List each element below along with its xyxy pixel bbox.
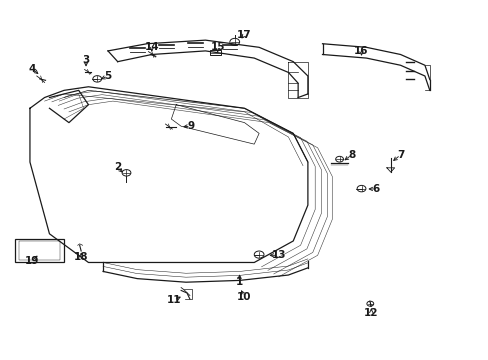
Text: 17: 17 bbox=[237, 30, 251, 40]
Text: 7: 7 bbox=[396, 150, 404, 160]
Bar bbox=[210, 50, 221, 55]
Text: 1: 1 bbox=[236, 277, 243, 287]
Text: 9: 9 bbox=[187, 121, 194, 131]
Text: 11: 11 bbox=[166, 295, 181, 305]
Bar bbox=[19, 241, 60, 260]
Text: 18: 18 bbox=[74, 252, 88, 262]
Text: 12: 12 bbox=[363, 308, 378, 318]
Text: 8: 8 bbox=[347, 150, 355, 160]
Text: 4: 4 bbox=[29, 64, 36, 74]
Text: 10: 10 bbox=[237, 292, 251, 302]
Text: 14: 14 bbox=[144, 42, 159, 52]
Text: 19: 19 bbox=[25, 256, 40, 266]
Text: 2: 2 bbox=[114, 162, 121, 172]
Text: 13: 13 bbox=[271, 250, 285, 260]
Text: 16: 16 bbox=[353, 46, 368, 56]
Bar bbox=[15, 239, 64, 262]
Text: 5: 5 bbox=[104, 71, 111, 81]
Text: 15: 15 bbox=[210, 42, 224, 52]
Text: 6: 6 bbox=[372, 184, 379, 194]
Text: 3: 3 bbox=[82, 55, 89, 65]
